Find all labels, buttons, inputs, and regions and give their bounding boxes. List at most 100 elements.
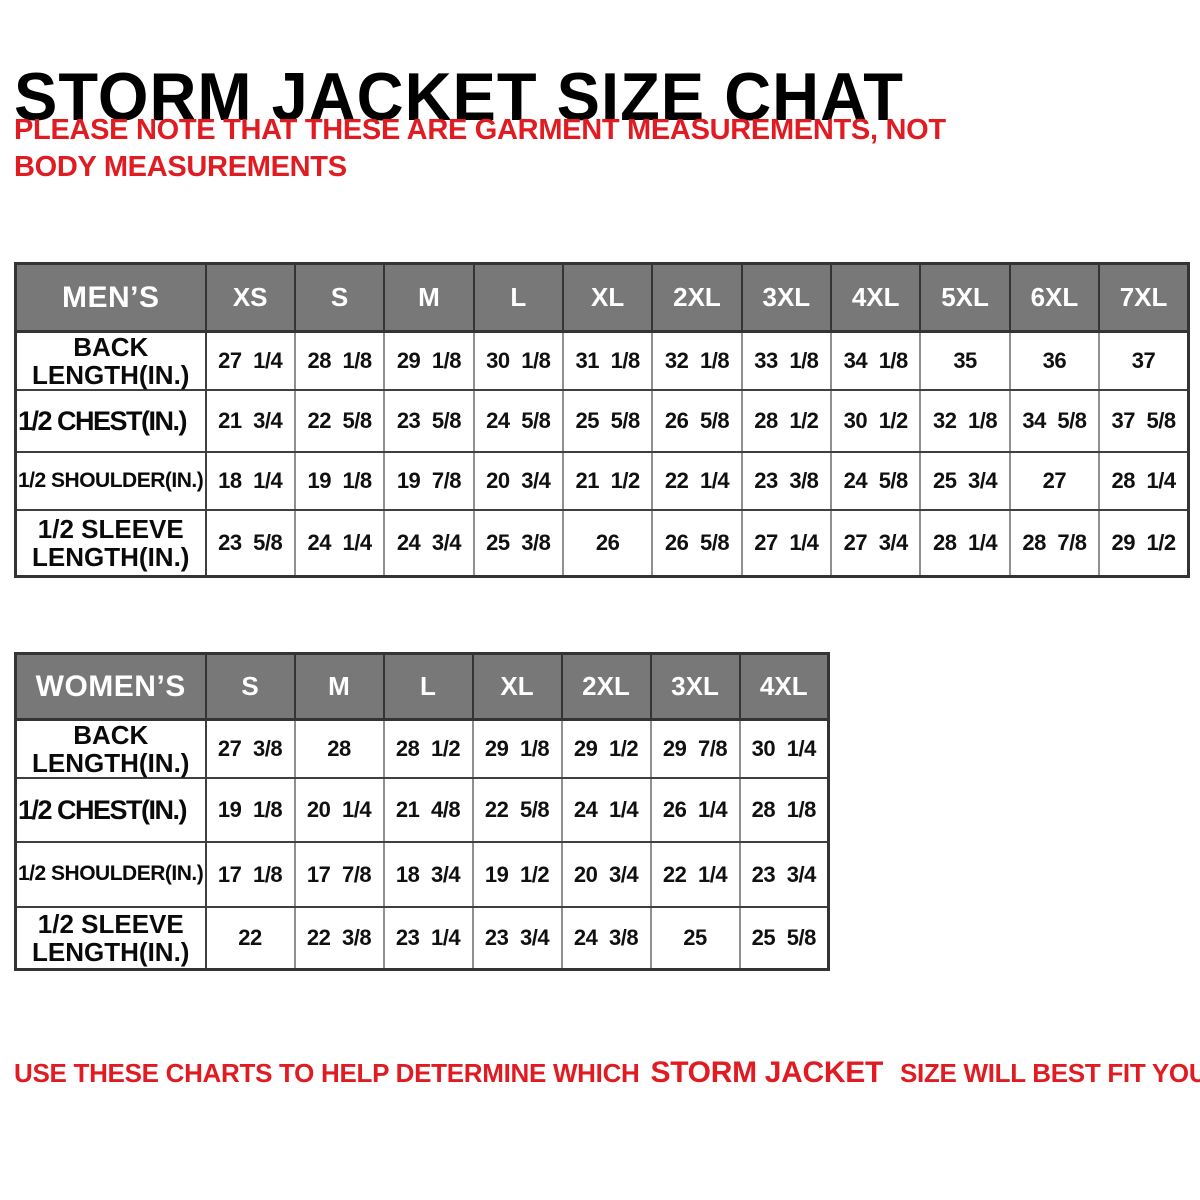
mens-row-label-2: 1/2 SHOULDER(IN.) xyxy=(14,451,207,512)
womens-row-label-3: 1/2 SLEEVE LENGTH(IN.) xyxy=(14,906,207,971)
womens-header-row: WOMEN’S S M L XL 2XL 3XL 4XL xyxy=(14,652,830,721)
mens-cell-4xl-r0: 34 1/8 xyxy=(830,330,922,392)
mens-cell-s-r3: 24 1/4 xyxy=(293,509,386,578)
womens-cell-xl-r2: 19 1/2 xyxy=(471,841,563,909)
mens-cell-2xl-r0: 32 1/8 xyxy=(651,330,743,392)
womens-group-label: WOMEN’S xyxy=(14,652,207,721)
mens-header-row: MEN’S XS S M L XL 2XL 3XL 4XL 5XL 6XL 7XL xyxy=(14,262,1190,333)
mens-cell-4xl-r2: 24 5/8 xyxy=(830,451,922,512)
womens-cell-l-r2: 18 3/4 xyxy=(382,841,474,909)
mens-measurement-row-2: 1/2 SHOULDER(IN.) 18 1/4 19 1/8 19 7/8 20 3/… xyxy=(14,451,1190,512)
mens-size-header-2xl: 2XL xyxy=(651,262,743,333)
womens-size-header-xl: XL xyxy=(471,652,563,721)
footer-brand-name: STORM JACKET xyxy=(650,1056,884,1089)
womens-cell-m-r2: 17 7/8 xyxy=(293,841,385,909)
mens-cell-l-r3: 25 3/8 xyxy=(472,509,564,578)
garment-measurement-note: PLEASE NOTE THAT THESE ARE GARMENT MEASU… xyxy=(14,114,946,183)
footer-text-prefix: USE THESE CHARTS TO HELP DETERMINE WHICH xyxy=(14,1058,640,1088)
mens-cell-5xl-r1: 32 1/8 xyxy=(919,389,1011,454)
womens-size-header-2xl: 2XL xyxy=(560,652,652,721)
mens-cell-m-r2: 19 7/8 xyxy=(383,451,475,512)
mens-cell-6xl-r2: 27 xyxy=(1008,451,1101,512)
mens-cell-6xl-r3: 28 7/8 xyxy=(1008,509,1101,578)
womens-size-table-section: WOMEN’S S M L XL 2XL 3XL 4XL BACK LENGTH(IN.) 27 3… xyxy=(14,652,830,971)
womens-cell-xl-r1: 22 5/8 xyxy=(471,777,563,844)
mens-cell-7xl-r0: 37 xyxy=(1098,330,1190,392)
mens-cell-l-r1: 24 5/8 xyxy=(472,389,564,454)
mens-size-header-xl: XL xyxy=(561,262,654,333)
mens-cell-xs-r2: 18 1/4 xyxy=(204,451,296,512)
mens-size-header-s: S xyxy=(293,262,386,333)
mens-size-header-m: M xyxy=(383,262,475,333)
womens-size-header-4xl: 4XL xyxy=(738,652,830,721)
mens-cell-m-r1: 23 5/8 xyxy=(383,389,475,454)
mens-cell-4xl-r3: 27 3/4 xyxy=(830,509,922,578)
mens-cell-5xl-r0: 35 xyxy=(919,330,1011,392)
womens-cell-3xl-r0: 29 7/8 xyxy=(649,718,741,780)
womens-cell-s-r1: 19 1/8 xyxy=(204,777,296,844)
footer-note: USE THESE CHARTS TO HELP DETERMINE WHICH… xyxy=(14,1056,1200,1090)
womens-measurement-row-2: 1/2 SHOULDER(IN.) 17 1/8 17 7/8 18 3/4 19 1/… xyxy=(14,841,830,909)
womens-cell-l-r0: 28 1/2 xyxy=(382,718,474,780)
mens-cell-xl-r2: 21 1/2 xyxy=(561,451,654,512)
mens-cell-7xl-r1: 37 5/8 xyxy=(1098,389,1190,454)
womens-measurement-row-0: BACK LENGTH(IN.) 27 3/8 28 28 1/2 29 1/8 29 1/… xyxy=(14,718,830,780)
mens-cell-3xl-r3: 27 1/4 xyxy=(740,509,833,578)
mens-size-header-6xl: 6XL xyxy=(1008,262,1101,333)
mens-cell-3xl-r0: 33 1/8 xyxy=(740,330,833,392)
mens-cell-xl-r1: 25 5/8 xyxy=(561,389,654,454)
womens-measurement-row-3: 1/2 SLEEVE LENGTH(IN.) 22 22 3/8 23 1/4 23 3/… xyxy=(14,906,830,971)
mens-cell-s-r0: 28 1/8 xyxy=(293,330,386,392)
mens-cell-xs-r0: 27 1/4 xyxy=(204,330,296,392)
womens-cell-xl-r3: 23 3/4 xyxy=(471,906,563,971)
page-title: STORM JACKET SIZE CHAT xyxy=(14,58,904,135)
mens-cell-xs-r3: 23 5/8 xyxy=(204,509,296,578)
mens-cell-xl-r0: 31 1/8 xyxy=(561,330,654,392)
mens-size-table-section: MEN’S XS S M L XL 2XL 3XL 4XL 5XL 6XL 7XL BACK LENGTH… xyxy=(14,262,1190,578)
womens-cell-m-r1: 20 1/4 xyxy=(293,777,385,844)
mens-cell-6xl-r0: 36 xyxy=(1008,330,1101,392)
mens-cell-7xl-r3: 29 1/2 xyxy=(1098,509,1190,578)
womens-measurement-row-1: 1/2 CHEST(IN.) 19 1/8 20 1/4 21 4/8 22 5/8 24… xyxy=(14,777,830,844)
womens-cell-4xl-r2: 23 3/4 xyxy=(738,841,830,909)
womens-cell-xl-r0: 29 1/8 xyxy=(471,718,563,780)
mens-size-header-xs: XS xyxy=(204,262,296,333)
mens-cell-3xl-r2: 23 3/8 xyxy=(740,451,833,512)
mens-cell-5xl-r2: 25 3/4 xyxy=(919,451,1011,512)
womens-cell-3xl-r3: 25 xyxy=(649,906,741,971)
womens-cell-4xl-r0: 30 1/4 xyxy=(738,718,830,780)
mens-cell-l-r0: 30 1/8 xyxy=(472,330,564,392)
womens-cell-s-r0: 27 3/8 xyxy=(204,718,296,780)
womens-cell-m-r0: 28 xyxy=(293,718,385,780)
womens-size-header-3xl: 3XL xyxy=(649,652,741,721)
mens-cell-2xl-r3: 26 5/8 xyxy=(651,509,743,578)
mens-size-header-l: L xyxy=(472,262,564,333)
womens-size-table: WOMEN’S S M L XL 2XL 3XL 4XL BACK LENGTH(IN.) 27 3… xyxy=(14,652,830,971)
womens-cell-3xl-r2: 22 1/4 xyxy=(649,841,741,909)
mens-row-label-1: 1/2 CHEST(IN.) xyxy=(14,389,207,454)
womens-cell-3xl-r1: 26 1/4 xyxy=(649,777,741,844)
mens-size-header-5xl: 5XL xyxy=(919,262,1011,333)
mens-cell-s-r1: 22 5/8 xyxy=(293,389,386,454)
womens-cell-l-r1: 21 4/8 xyxy=(382,777,474,844)
womens-cell-s-r2: 17 1/8 xyxy=(204,841,296,909)
mens-cell-s-r2: 19 1/8 xyxy=(293,451,386,512)
womens-size-header-l: L xyxy=(382,652,474,721)
mens-cell-2xl-r2: 22 1/4 xyxy=(651,451,743,512)
womens-row-label-2: 1/2 SHOULDER(IN.) xyxy=(14,841,207,909)
mens-cell-6xl-r1: 34 5/8 xyxy=(1008,389,1101,454)
mens-size-header-7xl: 7XL xyxy=(1098,262,1190,333)
mens-cell-5xl-r3: 28 1/4 xyxy=(919,509,1011,578)
mens-size-header-3xl: 3XL xyxy=(740,262,833,333)
mens-size-table: MEN’S XS S M L XL 2XL 3XL 4XL 5XL 6XL 7XL BACK LENGTH… xyxy=(14,262,1190,578)
mens-cell-m-r0: 29 1/8 xyxy=(383,330,475,392)
womens-row-label-0: BACK LENGTH(IN.) xyxy=(14,718,207,780)
mens-measurement-row-0: BACK LENGTH(IN.) 27 1/4 28 1/8 29 1/8 30 1/8 3… xyxy=(14,330,1190,392)
mens-cell-xl-r3: 26 xyxy=(561,509,654,578)
womens-cell-m-r3: 22 3/8 xyxy=(293,906,385,971)
mens-cell-l-r2: 20 3/4 xyxy=(472,451,564,512)
mens-cell-m-r3: 24 3/4 xyxy=(383,509,475,578)
mens-row-label-3: 1/2 SLEEVE LENGTH(IN.) xyxy=(14,509,207,578)
mens-group-label: MEN’S xyxy=(14,262,207,333)
mens-cell-2xl-r1: 26 5/8 xyxy=(651,389,743,454)
